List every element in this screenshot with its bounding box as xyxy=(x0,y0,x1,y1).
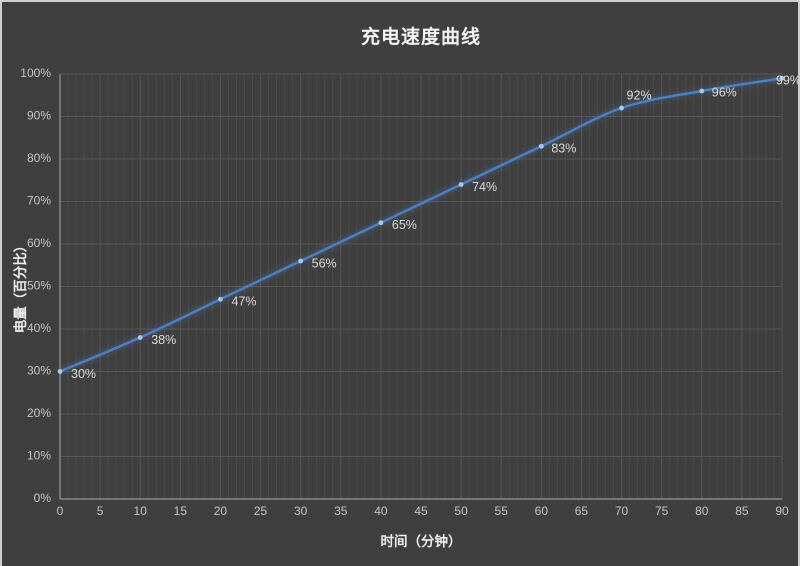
x-axis-title: 时间（分钟） xyxy=(380,534,462,549)
x-tick-label: 20 xyxy=(214,504,228,518)
x-tick-label: 10 xyxy=(134,504,148,518)
y-tick-label: 80% xyxy=(27,151,51,165)
y-tick-label: 20% xyxy=(27,406,51,420)
data-point-marker xyxy=(137,335,143,340)
data-point-label: 56% xyxy=(312,256,337,270)
x-tick-label: 85 xyxy=(735,504,749,518)
data-point-marker xyxy=(458,182,464,187)
data-point-label: 92% xyxy=(627,88,652,102)
x-tick-label: 90 xyxy=(775,504,789,518)
data-point-label: 30% xyxy=(71,367,96,381)
data-point-marker xyxy=(218,296,223,302)
y-tick-label: 90% xyxy=(27,109,51,123)
y-tick-label: 10% xyxy=(27,449,51,463)
data-point-label: 74% xyxy=(472,180,497,194)
x-tick-label: 5 xyxy=(97,504,104,518)
x-tick-label: 25 xyxy=(254,504,268,518)
data-point-label: 83% xyxy=(551,142,576,156)
data-point-label: 96% xyxy=(712,85,737,99)
x-tick-label: 15 xyxy=(174,504,188,518)
y-tick-label: 70% xyxy=(27,194,51,208)
x-tick-label: 60 xyxy=(535,504,549,518)
x-tick-label: 80 xyxy=(695,504,709,518)
data-point-marker xyxy=(779,75,785,81)
series-line xyxy=(58,77,784,373)
data-point-label: 47% xyxy=(231,295,256,309)
x-tick-label: 70 xyxy=(615,504,629,518)
x-tick-label: 55 xyxy=(495,504,509,518)
y-tick-label: 40% xyxy=(27,321,51,335)
chart-title: 充电速度曲线 xyxy=(360,27,481,48)
y-tick-label: 100% xyxy=(20,66,51,80)
x-tick-label: 65 xyxy=(575,504,589,518)
x-tick-label: 0 xyxy=(57,504,64,518)
x-tick-label: 50 xyxy=(454,504,468,518)
data-point-marker xyxy=(378,220,384,226)
x-tick-label: 40 xyxy=(374,504,388,518)
y-tick-label: 0% xyxy=(34,491,52,505)
y-tick-label: 60% xyxy=(27,236,51,250)
x-tick-label: 30 xyxy=(294,504,308,518)
data-point-marker xyxy=(699,88,705,94)
x-tick-label: 75 xyxy=(655,504,669,518)
data-point-label: 38% xyxy=(151,333,176,347)
data-point-label: 99% xyxy=(776,74,800,88)
data-point-marker xyxy=(298,258,304,264)
data-point-marker xyxy=(538,143,544,149)
data-point-marker xyxy=(57,369,63,374)
x-tick-label: 45 xyxy=(414,504,428,518)
data-point-label: 65% xyxy=(392,218,417,232)
data-point-marker xyxy=(619,105,624,111)
x-tick-label: 35 xyxy=(334,504,348,518)
y-tick-label: 50% xyxy=(27,279,51,293)
y-tick-label: 30% xyxy=(27,364,51,378)
